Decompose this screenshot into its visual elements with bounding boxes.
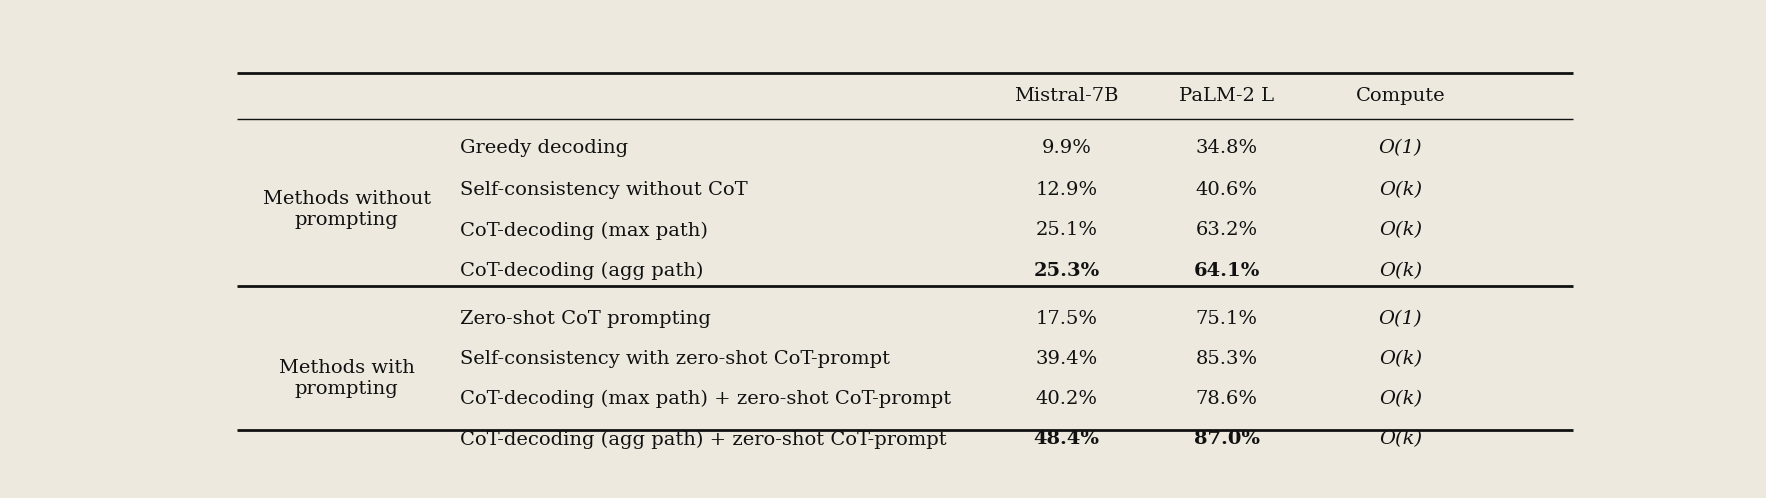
Text: 12.9%: 12.9%	[1035, 181, 1098, 199]
Text: 85.3%: 85.3%	[1196, 350, 1257, 368]
Text: CoT-decoding (max path): CoT-decoding (max path)	[461, 221, 708, 240]
Text: 25.3%: 25.3%	[1033, 261, 1100, 280]
Text: O(k): O(k)	[1379, 390, 1422, 408]
Text: Self-consistency with zero-shot CoT-prompt: Self-consistency with zero-shot CoT-prom…	[461, 350, 890, 368]
Text: 25.1%: 25.1%	[1035, 222, 1098, 240]
Text: 48.4%: 48.4%	[1033, 430, 1100, 448]
Text: 64.1%: 64.1%	[1194, 261, 1259, 280]
Text: O(1): O(1)	[1379, 310, 1422, 328]
Text: O(1): O(1)	[1379, 139, 1422, 157]
Text: O(k): O(k)	[1379, 222, 1422, 240]
Text: 87.0%: 87.0%	[1194, 430, 1259, 448]
Text: Self-consistency without CoT: Self-consistency without CoT	[461, 181, 749, 199]
Text: O(k): O(k)	[1379, 261, 1422, 280]
Text: CoT-decoding (max path) + zero-shot CoT-prompt: CoT-decoding (max path) + zero-shot CoT-…	[461, 390, 952, 408]
Text: 40.6%: 40.6%	[1196, 181, 1257, 199]
Text: PaLM-2 L: PaLM-2 L	[1180, 87, 1275, 105]
Text: 34.8%: 34.8%	[1196, 139, 1257, 157]
Text: 9.9%: 9.9%	[1042, 139, 1091, 157]
Text: 17.5%: 17.5%	[1035, 310, 1098, 328]
Text: O(k): O(k)	[1379, 350, 1422, 368]
Text: 75.1%: 75.1%	[1196, 310, 1257, 328]
Text: O(k): O(k)	[1379, 430, 1422, 448]
Text: Mistral-7B: Mistral-7B	[1014, 87, 1120, 105]
Text: Compute: Compute	[1356, 87, 1445, 105]
Text: 40.2%: 40.2%	[1035, 390, 1098, 408]
Text: Greedy decoding: Greedy decoding	[461, 139, 629, 157]
Text: 39.4%: 39.4%	[1035, 350, 1098, 368]
Text: Methods with
prompting: Methods with prompting	[279, 360, 415, 398]
Text: 78.6%: 78.6%	[1196, 390, 1257, 408]
Text: O(k): O(k)	[1379, 181, 1422, 199]
Text: Zero-shot CoT prompting: Zero-shot CoT prompting	[461, 310, 712, 328]
Text: 63.2%: 63.2%	[1196, 222, 1257, 240]
Text: CoT-decoding (agg path) + zero-shot CoT-prompt: CoT-decoding (agg path) + zero-shot CoT-…	[461, 430, 947, 449]
Text: Methods without
prompting: Methods without prompting	[263, 190, 431, 229]
Text: CoT-decoding (agg path): CoT-decoding (agg path)	[461, 261, 703, 280]
